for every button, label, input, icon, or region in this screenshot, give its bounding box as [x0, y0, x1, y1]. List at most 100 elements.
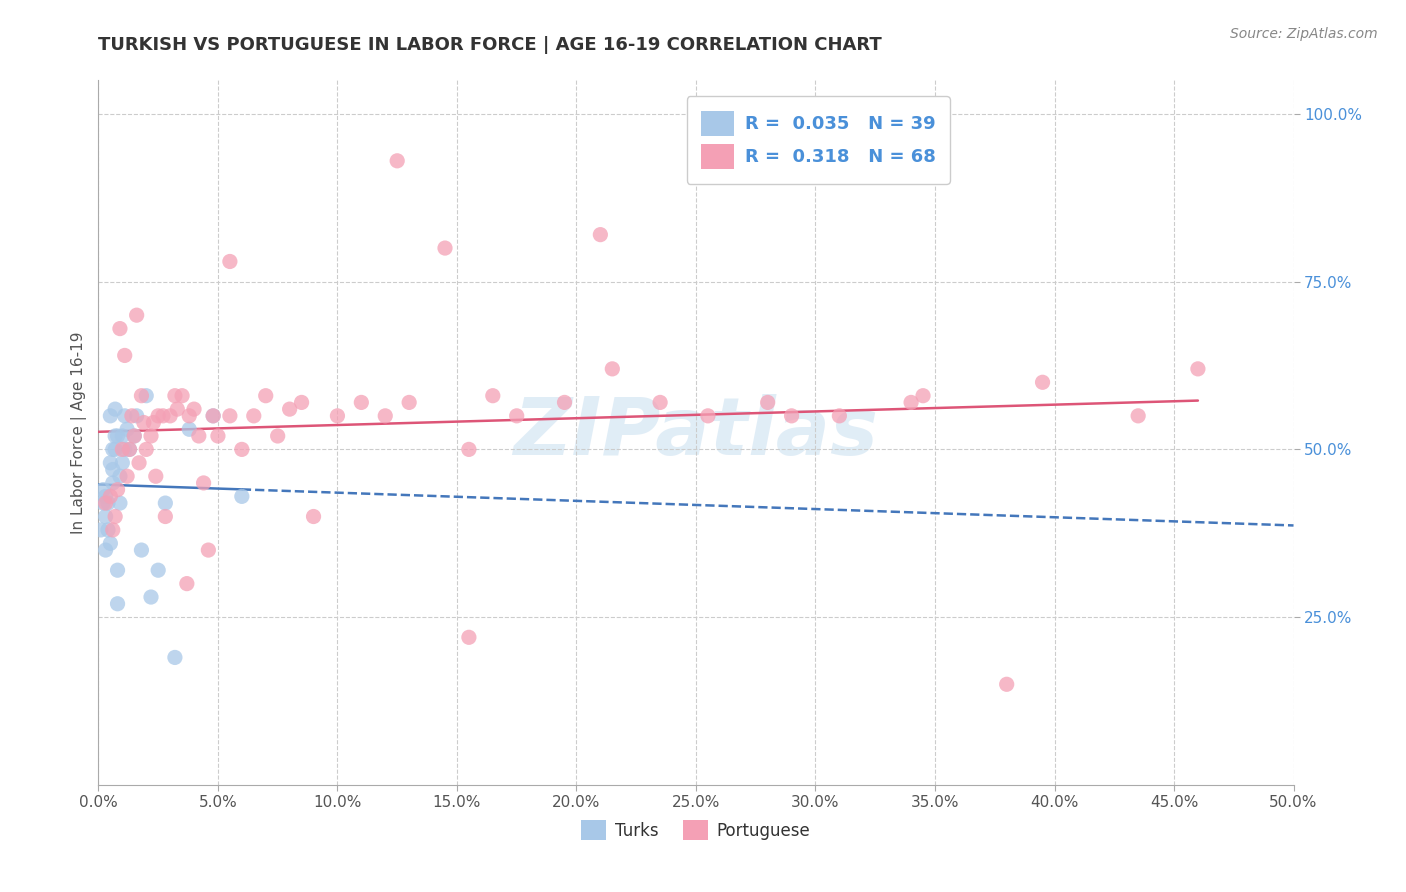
Text: TURKISH VS PORTUGUESE IN LABOR FORCE | AGE 16-19 CORRELATION CHART: TURKISH VS PORTUGUESE IN LABOR FORCE | A…	[98, 36, 882, 54]
Point	[114, 348, 136, 362]
Point	[101, 442, 124, 457]
Point	[107, 483, 129, 497]
Point	[219, 409, 242, 423]
Point	[142, 416, 165, 430]
Point	[506, 409, 529, 423]
Point	[104, 442, 127, 457]
Point	[132, 416, 155, 430]
Point	[152, 409, 174, 423]
Point	[1128, 409, 1150, 423]
Point	[135, 442, 157, 457]
Point	[91, 483, 114, 497]
Point	[159, 409, 181, 423]
Point	[101, 523, 124, 537]
Point	[350, 395, 373, 409]
Point	[202, 409, 225, 423]
Point	[139, 429, 162, 443]
Point	[97, 523, 120, 537]
Point	[554, 395, 576, 409]
Point	[131, 543, 153, 558]
Point	[176, 576, 198, 591]
Point	[254, 389, 277, 403]
Point	[267, 429, 290, 443]
Point	[98, 536, 122, 550]
Point	[207, 429, 229, 443]
Point	[101, 475, 124, 490]
Point	[179, 409, 201, 423]
Text: Source: ZipAtlas.com: Source: ZipAtlas.com	[1230, 27, 1378, 41]
Point	[385, 153, 409, 168]
Point	[139, 590, 162, 604]
Point	[231, 442, 253, 457]
Point	[163, 389, 186, 403]
Point	[111, 442, 134, 457]
Point	[90, 523, 112, 537]
Point	[155, 496, 177, 510]
Point	[108, 496, 131, 510]
Point	[115, 422, 138, 436]
Point	[291, 395, 314, 409]
Point	[107, 429, 129, 443]
Point	[125, 308, 148, 322]
Text: ZIPatlas: ZIPatlas	[513, 393, 879, 472]
Point	[118, 442, 141, 457]
Point	[94, 496, 117, 510]
Point	[187, 429, 209, 443]
Point	[458, 442, 481, 457]
Point	[911, 389, 934, 403]
Point	[302, 509, 325, 524]
Point	[828, 409, 851, 423]
Point	[1032, 376, 1054, 390]
Point	[995, 677, 1018, 691]
Point	[98, 456, 122, 470]
Y-axis label: In Labor Force | Age 16-19: In Labor Force | Age 16-19	[72, 331, 87, 534]
Point	[107, 597, 129, 611]
Point	[108, 469, 131, 483]
Point	[197, 543, 219, 558]
Point	[243, 409, 266, 423]
Point	[98, 489, 122, 503]
Point	[97, 496, 120, 510]
Point	[481, 389, 505, 403]
Point	[219, 254, 242, 268]
Point	[602, 362, 624, 376]
Point	[111, 429, 134, 443]
Point	[166, 402, 188, 417]
Point	[104, 402, 127, 417]
Point	[94, 543, 117, 558]
Point	[172, 389, 194, 403]
Point	[202, 409, 225, 423]
Point	[114, 409, 136, 423]
Point	[155, 509, 177, 524]
Point	[193, 475, 215, 490]
Point	[135, 389, 157, 403]
Point	[124, 429, 146, 443]
Point	[1187, 362, 1209, 376]
Point	[163, 650, 186, 665]
Point	[434, 241, 457, 255]
Point	[125, 409, 148, 423]
Point	[458, 630, 481, 644]
Point	[780, 409, 803, 423]
Point	[104, 429, 127, 443]
Point	[131, 389, 153, 403]
Point	[398, 395, 420, 409]
Legend: Turks, Portuguese: Turks, Portuguese	[575, 814, 817, 847]
Point	[101, 462, 124, 476]
Point	[756, 395, 779, 409]
Point	[94, 489, 117, 503]
Point	[326, 409, 349, 423]
Point	[118, 442, 141, 457]
Point	[104, 509, 127, 524]
Point	[114, 442, 136, 457]
Point	[128, 456, 150, 470]
Point	[148, 409, 170, 423]
Point	[148, 563, 170, 577]
Point	[91, 496, 114, 510]
Point	[115, 469, 138, 483]
Point	[145, 469, 167, 483]
Point	[900, 395, 922, 409]
Point	[94, 509, 117, 524]
Point	[121, 409, 143, 423]
Point	[231, 489, 253, 503]
